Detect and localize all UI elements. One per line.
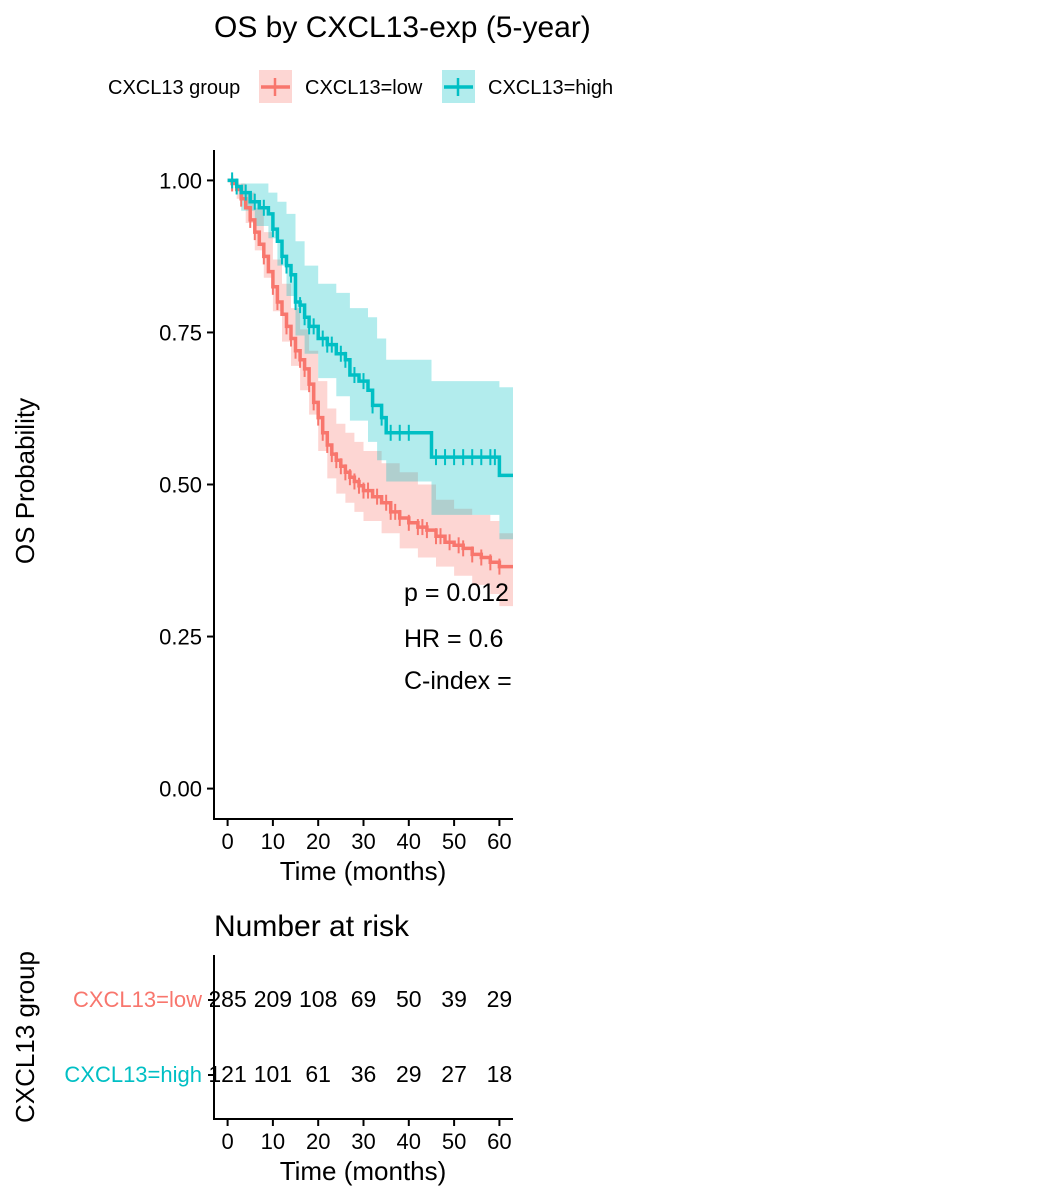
risk-value: 36 <box>351 1061 377 1087</box>
risk-x-tick-label: 60 <box>487 1129 511 1154</box>
risk-x-tick-label: 40 <box>397 1129 421 1154</box>
plot-area <box>227 172 513 607</box>
risk-value: 209 <box>254 986 292 1012</box>
x-axis-label: Time (months) <box>280 856 447 886</box>
survival-plot: 0.00 0.25 0.50 0.75 1.00 0 10 20 30 40 50 60 OS Pr… <box>10 150 513 886</box>
y-tick-label: 0.75 <box>159 320 202 345</box>
p-value-annotation: p = 0.012 <box>404 579 509 607</box>
ci-band-high <box>227 180 513 540</box>
risk-values: 285 209 108 69 50 39 29 121 101 61 36 29 27 18 <box>208 986 513 1087</box>
risk-row-label-low: CXCL13=low <box>73 987 202 1012</box>
hazard-ratio-annotation: HR = 0.6 <box>404 625 503 653</box>
chart-title: OS by CXCL13-exp (5-year) <box>214 11 591 44</box>
legend-label-high: CXCL13=high <box>488 77 613 99</box>
risk-y-axis-label: CXCL13 group <box>10 951 40 1123</box>
risk-value: 29 <box>487 986 513 1012</box>
c-index-annotation: C-index = <box>404 667 512 695</box>
risk-value: 61 <box>305 1061 331 1087</box>
risk-table-title: Number at risk <box>214 910 410 943</box>
x-tick-label: 50 <box>442 829 466 854</box>
legend-label-low: CXCL13=low <box>305 77 423 99</box>
y-tick-label: 0.25 <box>159 625 202 650</box>
survival-line-high <box>227 178 513 478</box>
x-tick-label: 10 <box>261 829 285 854</box>
y-axis-ticks: 0.00 0.25 0.50 0.75 1.00 <box>159 168 214 802</box>
y-tick-label: 0.00 <box>159 777 202 802</box>
risk-row-label-high: CXCL13=high <box>64 1062 202 1087</box>
legend-key-low <box>259 70 292 103</box>
legend-title: CXCL13 group <box>108 77 240 99</box>
y-tick-label: 1.00 <box>159 168 202 193</box>
risk-value: 101 <box>254 1061 292 1087</box>
legend: CXCL13 group CXCL13=low CXCL13=high <box>108 70 613 103</box>
risk-value: 108 <box>299 986 337 1012</box>
risk-value: 27 <box>441 1061 467 1087</box>
risk-x-axis-ticks: 0 10 20 30 40 50 60 <box>221 1119 512 1154</box>
stats-annotations: p = 0.012 HR = 0.6 C-index = <box>404 579 512 695</box>
risk-x-tick-label: 10 <box>261 1129 285 1154</box>
risk-value: 29 <box>396 1061 422 1087</box>
risk-value: 121 <box>208 1061 246 1087</box>
risk-x-tick-label: 30 <box>351 1129 375 1154</box>
x-tick-label: 20 <box>306 829 330 854</box>
x-tick-label: 0 <box>221 829 233 854</box>
risk-x-tick-label: 50 <box>442 1129 466 1154</box>
x-tick-label: 40 <box>397 829 421 854</box>
risk-table: Number at risk CXCL13=low CXCL13=high 28… <box>10 910 513 1186</box>
x-tick-label: 60 <box>487 829 511 854</box>
x-axis-ticks: 0 10 20 30 40 50 60 <box>221 819 512 854</box>
risk-value: 39 <box>441 986 467 1012</box>
y-axis-label: OS Probability <box>10 398 40 564</box>
legend-key-high <box>442 70 475 103</box>
risk-x-axis-label: Time (months) <box>280 1156 447 1186</box>
risk-x-tick-label: 0 <box>221 1129 233 1154</box>
y-tick-label: 0.50 <box>159 473 202 498</box>
risk-value: 285 <box>208 986 246 1012</box>
risk-row-labels: CXCL13=low CXCL13=high <box>64 987 214 1087</box>
risk-x-tick-label: 20 <box>306 1129 330 1154</box>
x-tick-label: 30 <box>351 829 375 854</box>
risk-value: 69 <box>351 986 377 1012</box>
risk-value: 50 <box>396 986 422 1012</box>
risk-value: 18 <box>487 1061 513 1087</box>
